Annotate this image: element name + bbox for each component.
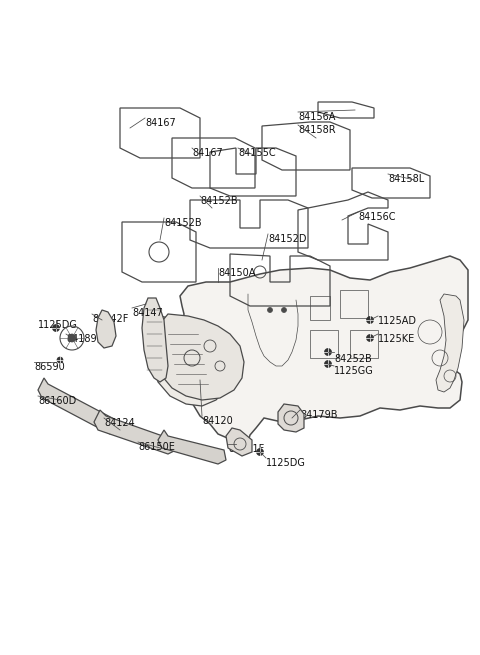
Text: 86590: 86590 [34,362,65,372]
Text: 84155C: 84155C [238,148,276,158]
Circle shape [367,316,373,324]
Polygon shape [278,404,304,432]
Text: 86150E: 86150E [138,442,175,452]
Polygon shape [142,298,168,382]
Text: 84142F: 84142F [92,314,128,324]
Text: 84152B: 84152B [164,218,202,228]
Text: 84150A: 84150A [218,268,255,278]
Text: 84167: 84167 [145,118,176,128]
Text: 84156A: 84156A [298,112,336,122]
Text: 84158L: 84158L [388,174,424,184]
Text: 84158R: 84158R [298,125,336,135]
Text: 84167: 84167 [192,148,223,158]
Text: 84189: 84189 [66,334,96,344]
Circle shape [68,334,76,342]
Polygon shape [96,310,116,348]
Circle shape [367,335,373,341]
Polygon shape [436,294,464,392]
Circle shape [281,307,287,312]
Text: 84156C: 84156C [358,212,396,222]
Polygon shape [176,256,468,442]
Circle shape [267,307,273,312]
Polygon shape [152,316,232,406]
Text: 1125AD: 1125AD [378,316,417,326]
Circle shape [324,360,332,367]
Circle shape [52,324,60,331]
Text: 1125DG: 1125DG [38,320,78,330]
Text: 1125GG: 1125GG [334,366,374,376]
Text: 84141F: 84141F [228,444,264,454]
Text: 84124: 84124 [104,418,135,428]
Text: 84152D: 84152D [268,234,307,244]
Text: 84120: 84120 [202,416,233,426]
Circle shape [324,348,332,356]
Polygon shape [226,428,252,456]
Polygon shape [154,314,244,400]
Polygon shape [38,378,118,434]
Polygon shape [158,430,226,464]
Text: 84179B: 84179B [300,410,337,420]
Text: 86160D: 86160D [38,396,76,406]
Text: 1125KE: 1125KE [378,334,415,344]
Text: 1125DG: 1125DG [266,458,306,468]
Polygon shape [94,410,176,454]
Circle shape [256,449,264,455]
Text: 84152B: 84152B [200,196,238,206]
Text: 84252B: 84252B [334,354,372,364]
Circle shape [57,357,63,363]
Text: 84147: 84147 [132,308,163,318]
